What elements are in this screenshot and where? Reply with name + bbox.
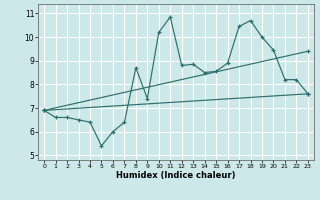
X-axis label: Humidex (Indice chaleur): Humidex (Indice chaleur) [116,171,236,180]
